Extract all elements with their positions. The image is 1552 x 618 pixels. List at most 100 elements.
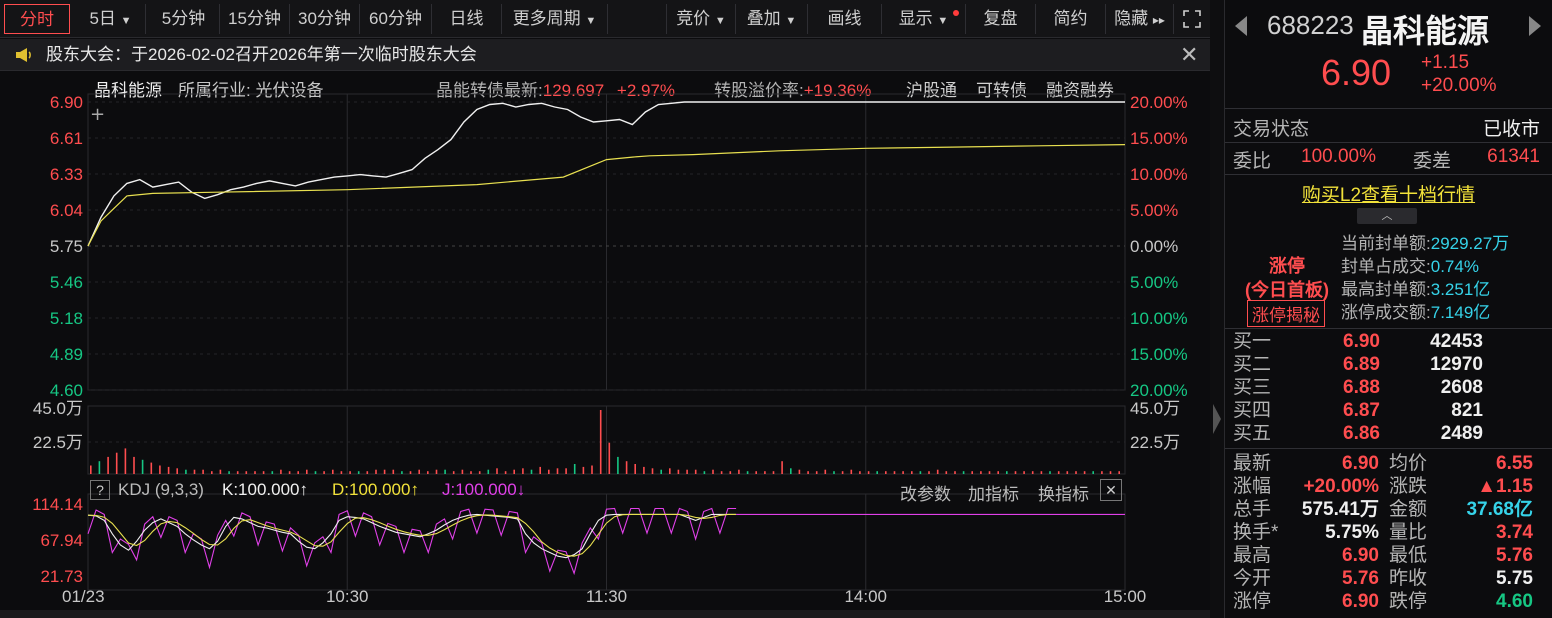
percent-tick-label: 0.00% xyxy=(1130,237,1178,256)
bid-price: 6.89 xyxy=(1343,354,1380,375)
volume-bar xyxy=(807,471,809,474)
bid-row[interactable]: 买二 6.89 12970 xyxy=(1233,353,1533,376)
tab-5min[interactable]: 5分钟 xyxy=(148,4,220,34)
tab-15min[interactable]: 15分钟 xyxy=(220,4,290,34)
stat-label: 最低 xyxy=(1389,545,1428,566)
l2-purchase-link[interactable]: 购买L2查看十档行情 xyxy=(1301,185,1476,206)
notice-text[interactable]: 股东大会：于2026-02-02召开2026年第一次临时股东大会 xyxy=(46,45,477,64)
stat-label: 跌停 xyxy=(1389,591,1428,612)
volume-bar xyxy=(124,448,127,474)
stat-row: 换手* 5.75% 量比 3.74 xyxy=(1233,521,1543,544)
close-icon[interactable]: ✕ xyxy=(1100,479,1122,501)
auction-dropdown[interactable]: 竞价 ▼ xyxy=(666,4,736,34)
bid-price: 6.90 xyxy=(1343,331,1380,352)
collapse-arrow-icon[interactable] xyxy=(1213,404,1221,434)
kdj-j-text: J:100.000 xyxy=(442,480,517,499)
help-icon[interactable]: ? xyxy=(90,480,110,500)
change-params-button[interactable]: 改参数 xyxy=(900,485,951,504)
prev-stock-icon[interactable] xyxy=(1235,16,1247,36)
next-stock-icon[interactable] xyxy=(1529,16,1541,36)
limit-stat-value: 3.251亿 xyxy=(1430,280,1491,299)
volume-bar xyxy=(340,471,343,474)
volume-bar xyxy=(383,469,386,474)
limit-up-reveal-button[interactable]: 涨停揭秘 xyxy=(1247,300,1325,327)
volume-bar xyxy=(1118,471,1120,474)
percent-tick-label: 5.00% xyxy=(1130,273,1178,292)
more-periods-dropdown[interactable]: 更多周期 ▼ xyxy=(502,4,608,34)
volume-bar xyxy=(185,469,187,474)
volume-bar xyxy=(573,464,576,474)
volume-bar xyxy=(703,471,706,474)
draw-line-button[interactable]: 画线 xyxy=(808,4,882,34)
bid-row[interactable]: 买一 6.90 42453 xyxy=(1233,330,1533,353)
volume-bar xyxy=(556,468,559,474)
stat-label: 涨停 xyxy=(1233,591,1272,612)
tag-hsgt[interactable]: 沪股通 xyxy=(906,81,957,100)
close-icon[interactable]: ✕ xyxy=(1180,42,1199,67)
display-label: 显示 xyxy=(898,9,933,28)
volume-bar xyxy=(513,469,515,474)
replay-button[interactable]: 复盘 xyxy=(966,4,1036,34)
tab-intraday[interactable]: 分时 xyxy=(4,4,70,34)
stat-value: ▲1.15 xyxy=(1477,476,1533,497)
volume-bar xyxy=(608,442,611,474)
arrow-down-icon: ↓ xyxy=(516,480,526,499)
volume-bar xyxy=(228,471,230,474)
volume-bar xyxy=(764,471,766,474)
display-dropdown[interactable]: 显示 ▼ xyxy=(882,4,966,34)
tag-convertible[interactable]: 可转债 xyxy=(976,81,1027,100)
stat-label: 涨跌 xyxy=(1389,476,1428,497)
kdj-j-value: J:100.000↓ xyxy=(442,480,525,500)
limit-stat-label: 当前封单额: xyxy=(1341,234,1431,253)
volume-bar xyxy=(1049,471,1051,474)
bond-label: 晶能转债最新: xyxy=(436,81,543,100)
bid-row[interactable]: 买四 6.87 821 xyxy=(1233,399,1533,422)
volume-bar xyxy=(297,471,299,474)
bond-info[interactable]: 晶能转债最新:129.697 +2.97% xyxy=(436,76,675,101)
volume-bar xyxy=(833,471,835,474)
stat-label: 换手* xyxy=(1233,522,1279,543)
bottom-strip xyxy=(0,610,1210,618)
volume-bar xyxy=(867,471,870,474)
arrow-up-icon: ↑ xyxy=(299,480,309,499)
bid-row[interactable]: 买三 6.88 2608 xyxy=(1233,376,1533,399)
volume-bar xyxy=(427,471,429,474)
tab-daily[interactable]: 日线 xyxy=(432,4,502,34)
add-indicator-button[interactable]: 加指标 xyxy=(968,485,1019,504)
stat-value: 4.60 xyxy=(1496,591,1533,612)
price-tick-label: 6.90 xyxy=(50,93,83,112)
chevron-down-icon: ▼ xyxy=(937,15,949,27)
overlay-dropdown[interactable]: 叠加 ▼ xyxy=(736,4,808,34)
volume-bar xyxy=(997,471,999,474)
collapse-up-icon[interactable]: ︿ xyxy=(1357,208,1417,224)
hide-button[interactable]: 隐藏 ▸▸ xyxy=(1106,4,1174,34)
industry-label[interactable]: 所属行业: 光伏设备 xyxy=(178,81,324,100)
kdj-title[interactable]: KDJ (9,3,3) xyxy=(118,480,204,499)
stat-value: 3.74 xyxy=(1496,522,1533,543)
tab-30min[interactable]: 30分钟 xyxy=(290,4,360,34)
price-tick-label: 5.75 xyxy=(50,237,83,256)
volume-bar xyxy=(150,462,153,474)
volume-bar xyxy=(1023,471,1025,474)
bid-row[interactable]: 买五 6.86 2489 xyxy=(1233,422,1533,445)
simple-button[interactable]: 简约 xyxy=(1036,4,1106,34)
volume-bar xyxy=(539,466,541,474)
bid-label: 买三 xyxy=(1233,377,1272,398)
volume-bar xyxy=(669,468,671,474)
stat-label: 均价 xyxy=(1389,453,1428,474)
stat-label: 昨收 xyxy=(1389,568,1428,589)
tab-60min[interactable]: 60分钟 xyxy=(360,4,432,34)
limit-up-sub: (今日首板) xyxy=(1245,280,1329,300)
panel-splitter[interactable] xyxy=(1210,0,1224,618)
volume-tick-label: 22.5万 xyxy=(33,433,83,452)
switch-indicator-button[interactable]: 换指标 xyxy=(1038,485,1089,504)
volume-bar xyxy=(962,471,965,474)
intraday-chart: 晶科能源 所属行业: 光伏设备 晶能转债最新:129.697 +2.97% 转股… xyxy=(0,72,1210,618)
tag-margin[interactable]: 融资融券 xyxy=(1046,81,1114,100)
tab-5day[interactable]: 5日 ▼ xyxy=(76,4,146,34)
chart-canvas[interactable]: 6.90 6.61 6.33 6.04 5.75 5.46 5.18 4.89 4.60 20.0… xyxy=(0,72,1210,618)
volume-bar xyxy=(115,452,118,474)
volume-bar xyxy=(677,469,680,474)
fullscreen-icon[interactable] xyxy=(1176,4,1208,34)
notification-dot-icon xyxy=(953,10,959,16)
